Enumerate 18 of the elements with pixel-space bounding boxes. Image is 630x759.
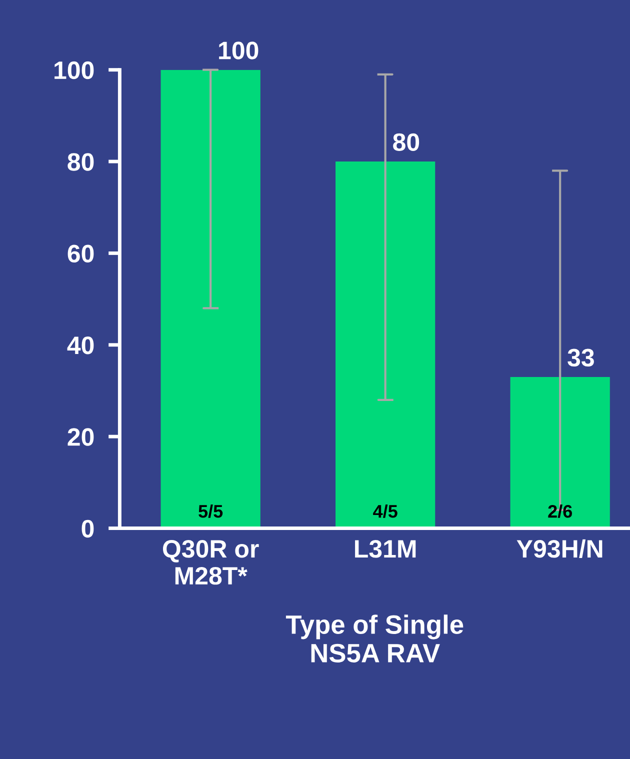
- x-tick-label: Q30R or M28T*: [162, 540, 259, 585]
- data-label: 80: [393, 133, 420, 152]
- y-tick-label: 100: [54, 61, 94, 80]
- y-tick-label: 80: [68, 153, 94, 171]
- y-tick-label: 60: [68, 244, 94, 263]
- y-tick-label: 0: [82, 520, 94, 538]
- bar: [160, 70, 260, 528]
- y-tick-label: 40: [67, 336, 94, 354]
- x-tick-label: L31M: [355, 540, 416, 558]
- bar: [336, 162, 436, 528]
- x-tick-label: Y93H/N: [516, 539, 602, 558]
- y-tick-label: 20: [68, 428, 94, 446]
- x-axis-title: Type of Single NS5A RAV: [286, 614, 464, 663]
- annotation: 5/5: [198, 504, 223, 518]
- data-label: 100: [219, 42, 258, 60]
- bar: [510, 376, 610, 528]
- annotation: 4/5: [373, 504, 398, 518]
- data-label: 33: [568, 348, 594, 367]
